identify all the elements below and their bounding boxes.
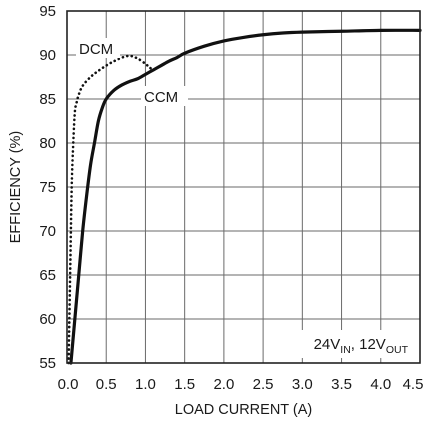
x-tick-label-1: 0.5 [96,376,117,393]
x-tick-label-2: 1.0 [135,376,156,393]
x-tick-label-7: 3.5 [331,376,352,393]
y-tick-label-7: 90 [39,47,56,64]
x-tick-label-3: 1.5 [174,376,195,393]
x-tick-label-5: 2.5 [253,376,274,393]
series-dcm-line [67,54,155,365]
grid-lines [66,10,421,364]
y-axis-title: EFFICIENCY (%) [8,131,24,244]
plot-curves [67,28,422,365]
x-tick-label-9: 4.5 [403,376,424,393]
x-tick-label-4: 2.0 [213,376,234,393]
x-tick-label-6: 3.0 [292,376,313,393]
y-tick-label-0: 55 [39,355,56,372]
series-ccm-line [69,28,422,365]
dcm-label-group: DCM [76,38,120,58]
y-tick-label-8: 95 [39,3,56,20]
x-tick-labels: 0.0 0.5 1.0 1.5 2.0 2.5 3.0 3.5 4.0 4.5 [58,376,424,393]
ccm-label: CCM [144,89,178,106]
plot-frame [66,10,421,364]
condition-text: 24VIN, 12VOUT [314,336,409,356]
condition-label-background [288,330,411,358]
x-tick-label-8: 4.0 [370,376,391,393]
x-tick-label-0: 0.0 [58,376,79,393]
ccm-label-group: CCM [141,86,188,106]
condition-separator: , [351,336,359,353]
y-tick-labels: 55 60 65 70 75 80 85 90 95 [39,3,56,372]
y-tick-label-5: 80 [39,135,56,152]
vout-value: 12V [359,336,386,353]
vout-subscript: OUT [386,344,409,356]
operating-condition-label: 24VIN, 12VOUT [288,330,411,358]
y-tick-label-2: 65 [39,267,56,284]
y-tick-label-6: 85 [39,91,56,108]
y-tick-label-3: 70 [39,223,56,240]
dcm-label-background [76,38,120,58]
ccm-label-background [141,86,188,106]
y-tick-label-4: 75 [39,179,56,196]
x-axis-title: LOAD CURRENT (A) [175,402,313,418]
vin-value: 24V [314,336,341,353]
vin-subscript: IN [340,344,351,356]
dcm-label: DCM [79,41,113,58]
y-tick-label-1: 60 [39,311,56,328]
